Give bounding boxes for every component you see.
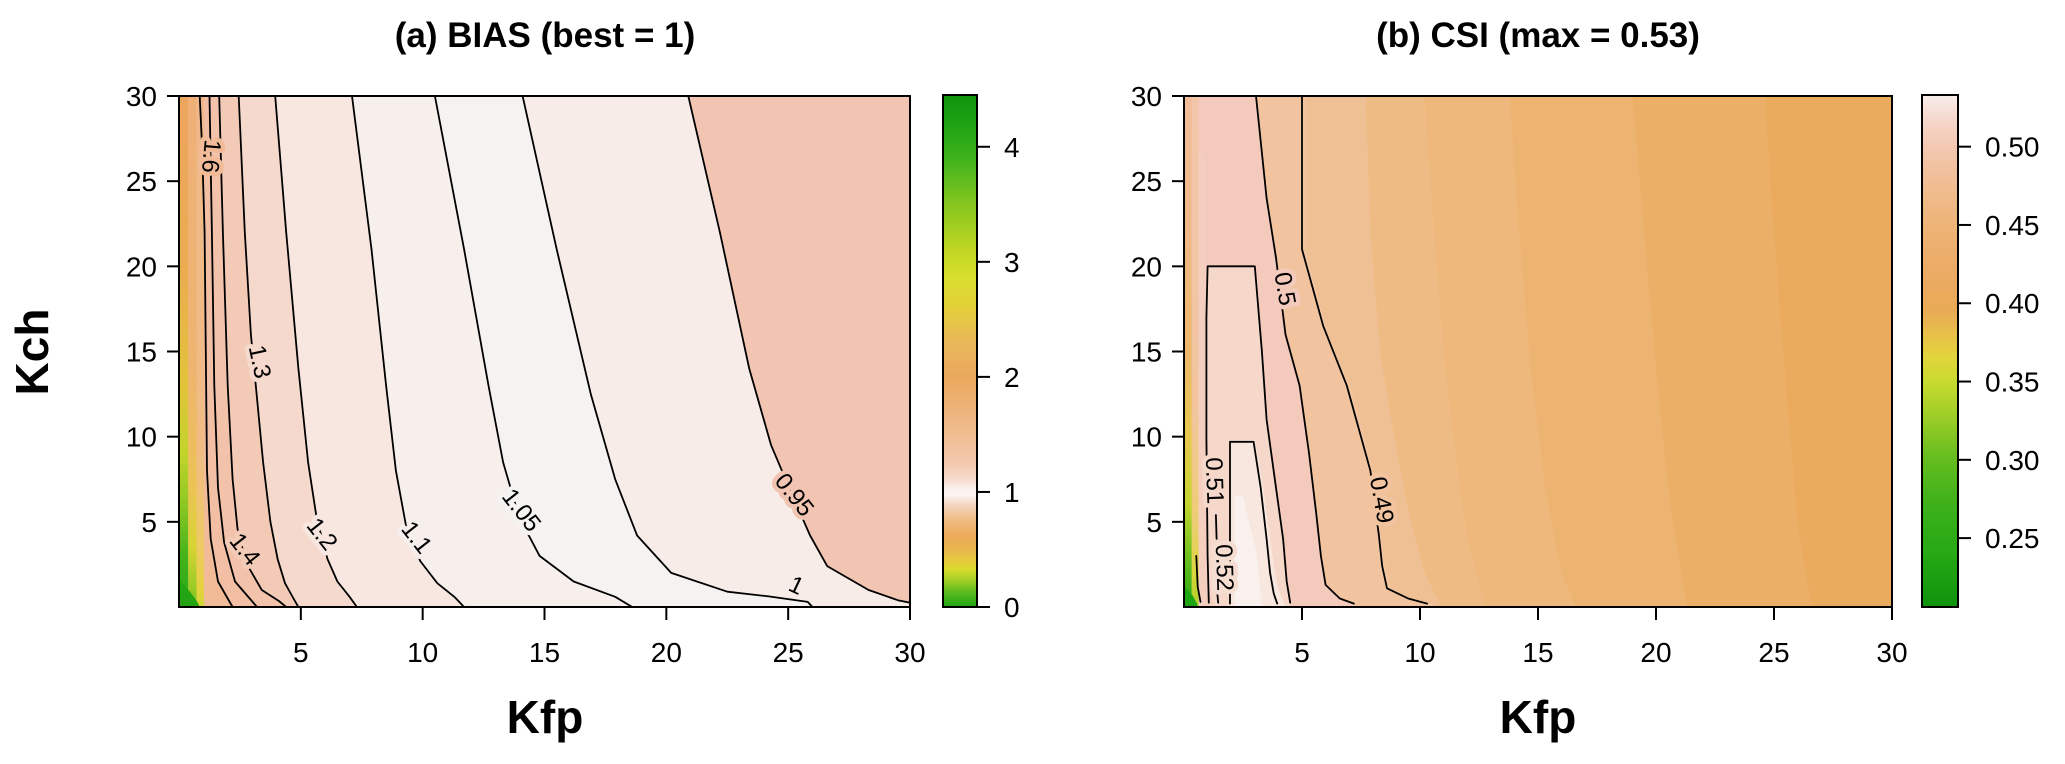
- y-tick-label: 30: [126, 81, 157, 112]
- colorbar-tick-label: 3: [1004, 247, 1020, 278]
- contour-line: [208, 96, 258, 607]
- contour-line: [237, 96, 300, 607]
- contour-line: [1255, 96, 1355, 605]
- x-tick-label: 15: [529, 637, 560, 668]
- y-tick-label: 20: [1131, 251, 1162, 282]
- y-tick-label: 15: [1131, 337, 1162, 368]
- contour-label: 0.5: [1268, 270, 1300, 308]
- colorbar-tick-label: 0.50: [1985, 132, 2040, 163]
- right-panel-title: (b) CSI (max = 0.53): [1376, 16, 1700, 55]
- x-tick-label: 5: [293, 637, 309, 668]
- x-tick-label: 20: [1640, 637, 1671, 668]
- contour-line: [351, 96, 466, 607]
- colorbar-tick-label: 0.25: [1985, 523, 2040, 554]
- contour-line: [198, 96, 234, 607]
- contour-line: [218, 96, 288, 607]
- contour-fill-band: [1764, 96, 1892, 607]
- y-tick-label: 5: [141, 507, 157, 538]
- contour-label: 0.51: [1200, 457, 1229, 505]
- colorbar-tick-label: 0.30: [1985, 445, 2040, 476]
- colorbar: [943, 95, 977, 607]
- y-tick-label: 5: [1146, 507, 1162, 538]
- corner-extreme-patch: [1184, 586, 1199, 607]
- contour-line: [1195, 555, 1202, 603]
- contour-line: [274, 96, 358, 607]
- x-tick-label: 5: [1294, 637, 1310, 668]
- contour-line: [1229, 440, 1279, 605]
- left-yaxis-label: Kch: [6, 309, 58, 396]
- y-tick-label: 15: [126, 337, 157, 368]
- x-tick-label: 25: [1758, 637, 1789, 668]
- x-tick-label: 25: [773, 637, 804, 668]
- contour-fill-band: [688, 96, 910, 607]
- contour-line: [1216, 589, 1220, 604]
- contour-label: 0.52: [1210, 544, 1239, 592]
- left-xaxis-label: Kfp: [507, 691, 584, 743]
- contour-fill-band: [1207, 266, 1291, 607]
- x-tick-label: 30: [1876, 637, 1907, 668]
- contour-line: [521, 96, 814, 607]
- edge-gradient-stripe: [196, 96, 204, 607]
- contour-line: [687, 96, 910, 604]
- y-tick-label: 10: [126, 422, 157, 453]
- colorbar-tick-label: 2: [1004, 362, 1020, 393]
- colorbar-tick-label: 0.40: [1985, 288, 2040, 319]
- left-panel-title: (a) BIAS (best = 1): [395, 16, 695, 55]
- contour-line: [1205, 265, 1292, 604]
- contour-line: [433, 96, 634, 607]
- colorbar-tick-label: 0.35: [1985, 367, 2040, 398]
- x-tick-label: 10: [1404, 637, 1435, 668]
- right-xaxis-label: Kfp: [1500, 691, 1577, 743]
- csi-panel-plot-area: 0.50.510.520.49: [1184, 96, 1892, 607]
- y-tick-label: 30: [1131, 81, 1162, 112]
- colorbar-tick-label: 1: [1004, 477, 1020, 508]
- colorbar-border: [942, 94, 978, 608]
- contour-line: [1215, 514, 1218, 540]
- y-tick-label: 10: [1131, 422, 1162, 453]
- edge-gradient-stripe: [188, 96, 197, 607]
- x-tick-label: 20: [651, 637, 682, 668]
- edge-gradient-stripe: [1184, 96, 1192, 607]
- colorbar-border: [1921, 94, 1959, 608]
- y-tick-label: 20: [126, 251, 157, 282]
- corner-extreme-patch: [179, 579, 200, 607]
- x-tick-label: 30: [894, 637, 925, 668]
- colorbar-tick-label: 4: [1004, 132, 1020, 163]
- x-tick-label: 10: [407, 637, 438, 668]
- colorbar-tick-label: 0.45: [1985, 210, 2040, 241]
- contour-line: [1301, 96, 1428, 605]
- edge-gradient-stripe: [179, 96, 189, 607]
- edge-gradient-stripe: [1191, 96, 1199, 607]
- contour-fill-band: [1234, 496, 1262, 607]
- x-tick-label: 15: [1522, 637, 1553, 668]
- contour-label: 1.6: [196, 138, 226, 174]
- y-tick-label: 25: [1131, 166, 1162, 197]
- y-tick-label: 25: [126, 166, 157, 197]
- colorbar: [1922, 95, 1958, 607]
- colorbar-tick-label: 0: [1004, 592, 1020, 623]
